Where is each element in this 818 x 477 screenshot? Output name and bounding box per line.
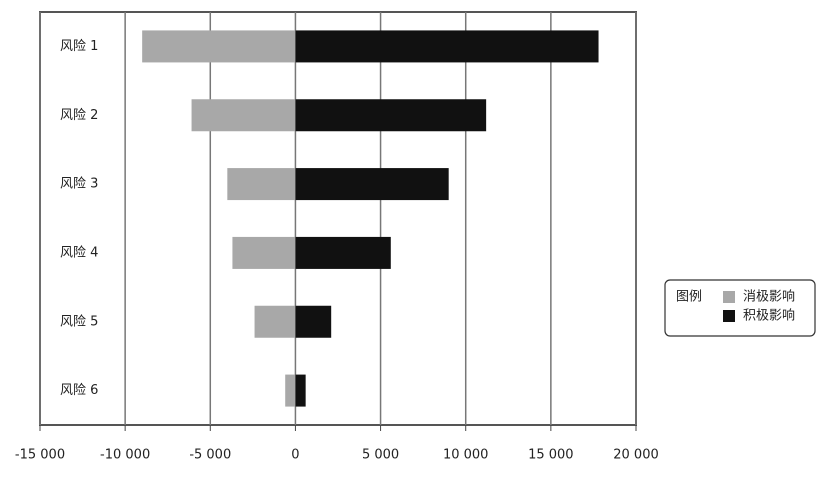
legend-title: 图例 [676, 290, 702, 305]
legend-box [664, 279, 816, 337]
legend-label: 消极影响 [743, 289, 795, 305]
bar [227, 168, 296, 201]
x-tick-label: 20 000 [613, 448, 659, 463]
x-tick-label: -15 000 [15, 448, 65, 463]
bar [191, 99, 296, 132]
bar [142, 30, 296, 63]
x-tick-label: 15 000 [528, 448, 574, 463]
x-tick-label: 10 000 [443, 448, 489, 463]
legend-label: 积极影响 [743, 308, 795, 324]
y-tick-label: 风险 1 [60, 39, 98, 54]
bar [295, 99, 487, 132]
bar [295, 374, 306, 407]
bar [295, 168, 449, 201]
y-tick-label: 风险 3 [60, 177, 98, 192]
x-tick-label: -5 000 [189, 448, 231, 463]
x-tick-label: 5 000 [362, 448, 399, 463]
legend-swatch [723, 310, 735, 322]
x-tick-label: 0 [291, 448, 299, 463]
y-tick-label: 风险 4 [60, 245, 98, 260]
x-tick-label: -10 000 [100, 448, 150, 463]
plot-frame [39, 11, 637, 426]
bar [295, 236, 391, 269]
bar [254, 305, 296, 338]
y-tick-label: 风险 6 [60, 383, 98, 398]
bar [285, 374, 296, 407]
bar [295, 305, 332, 338]
y-tick-label: 风险 2 [60, 108, 98, 123]
bar [295, 30, 599, 63]
y-tick-label: 风险 5 [60, 314, 98, 329]
bar [232, 236, 296, 269]
legend-swatch [723, 291, 735, 303]
